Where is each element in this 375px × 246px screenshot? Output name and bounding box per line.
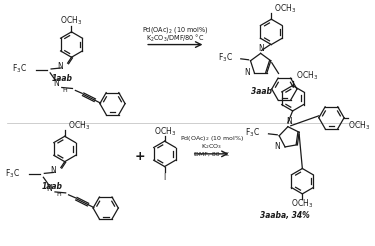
Text: N: N (274, 142, 280, 152)
Text: F$_3$C: F$_3$C (218, 52, 233, 64)
Text: N: N (286, 117, 292, 126)
Text: N: N (50, 166, 56, 175)
Text: OCH$_3$: OCH$_3$ (274, 2, 296, 15)
Text: K$_2$CO$_3$: K$_2$CO$_3$ (201, 142, 222, 151)
Text: OCH$_3$: OCH$_3$ (291, 197, 314, 210)
Text: H: H (56, 192, 61, 197)
Text: 1aab: 1aab (42, 182, 63, 191)
Text: N: N (244, 68, 249, 77)
Text: H: H (63, 88, 68, 92)
Text: N: N (53, 79, 59, 88)
Text: OCH$_3$: OCH$_3$ (68, 119, 90, 132)
Text: F$_3$C: F$_3$C (5, 167, 20, 180)
Text: OCH$_3$: OCH$_3$ (153, 125, 176, 138)
Text: Pd(OAc)$_2$ (10 mol%): Pd(OAc)$_2$ (10 mol%) (180, 134, 244, 143)
Text: OCH$_3$: OCH$_3$ (60, 15, 82, 27)
Text: N: N (46, 184, 52, 193)
Text: N: N (258, 44, 264, 53)
Text: F$_3$C: F$_3$C (12, 63, 27, 75)
Text: N: N (57, 62, 63, 71)
Text: 1aab: 1aab (51, 74, 72, 83)
Text: K$_2$CO$_3$/DMF/80 °C: K$_2$CO$_3$/DMF/80 °C (146, 33, 204, 44)
Text: 3aaba, 34%: 3aaba, 34% (260, 211, 310, 220)
Text: 3aab: 3aab (251, 87, 272, 96)
Text: OCH$_3$: OCH$_3$ (296, 70, 318, 82)
Text: Pd(OAc)$_2$ (10 mol%): Pd(OAc)$_2$ (10 mol%) (142, 25, 208, 35)
Text: OCH$_3$: OCH$_3$ (348, 119, 370, 132)
Text: F$_3$C: F$_3$C (245, 127, 260, 139)
Text: +: + (135, 150, 146, 163)
Text: I: I (164, 173, 166, 182)
Text: DMF, 80 °C: DMF, 80 °C (194, 151, 229, 156)
